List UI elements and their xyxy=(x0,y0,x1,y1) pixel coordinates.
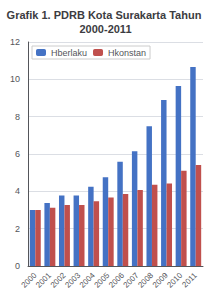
svg-text:10: 10 xyxy=(10,74,20,84)
svg-text:2004: 2004 xyxy=(78,270,97,289)
svg-text:6: 6 xyxy=(15,149,20,159)
svg-text:2008: 2008 xyxy=(136,270,155,289)
svg-text:2: 2 xyxy=(15,224,20,234)
svg-text:2009: 2009 xyxy=(151,270,170,289)
svg-text:0: 0 xyxy=(15,261,20,271)
svg-text:2002: 2002 xyxy=(49,270,68,289)
svg-text:2011: 2011 xyxy=(180,270,199,289)
svg-text:12: 12 xyxy=(10,37,20,47)
svg-text:2010: 2010 xyxy=(165,270,184,289)
svg-text:8: 8 xyxy=(15,112,20,122)
svg-text:2006: 2006 xyxy=(107,270,126,289)
svg-text:4: 4 xyxy=(15,186,20,196)
svg-text:Hberlaku: Hberlaku xyxy=(51,48,87,58)
svg-text:2003: 2003 xyxy=(63,270,82,289)
svg-text:Hkonstan: Hkonstan xyxy=(108,48,146,58)
svg-text:2000-2011: 2000-2011 xyxy=(80,23,132,35)
svg-text:2005: 2005 xyxy=(92,270,111,289)
svg-text:2001: 2001 xyxy=(34,270,53,289)
svg-text:2007: 2007 xyxy=(122,270,141,289)
svg-text:Grafik 1. PDRB Kota Surakarta: Grafik 1. PDRB Kota Surakarta Tahun xyxy=(7,9,205,21)
svg-text:2000: 2000 xyxy=(20,270,39,289)
